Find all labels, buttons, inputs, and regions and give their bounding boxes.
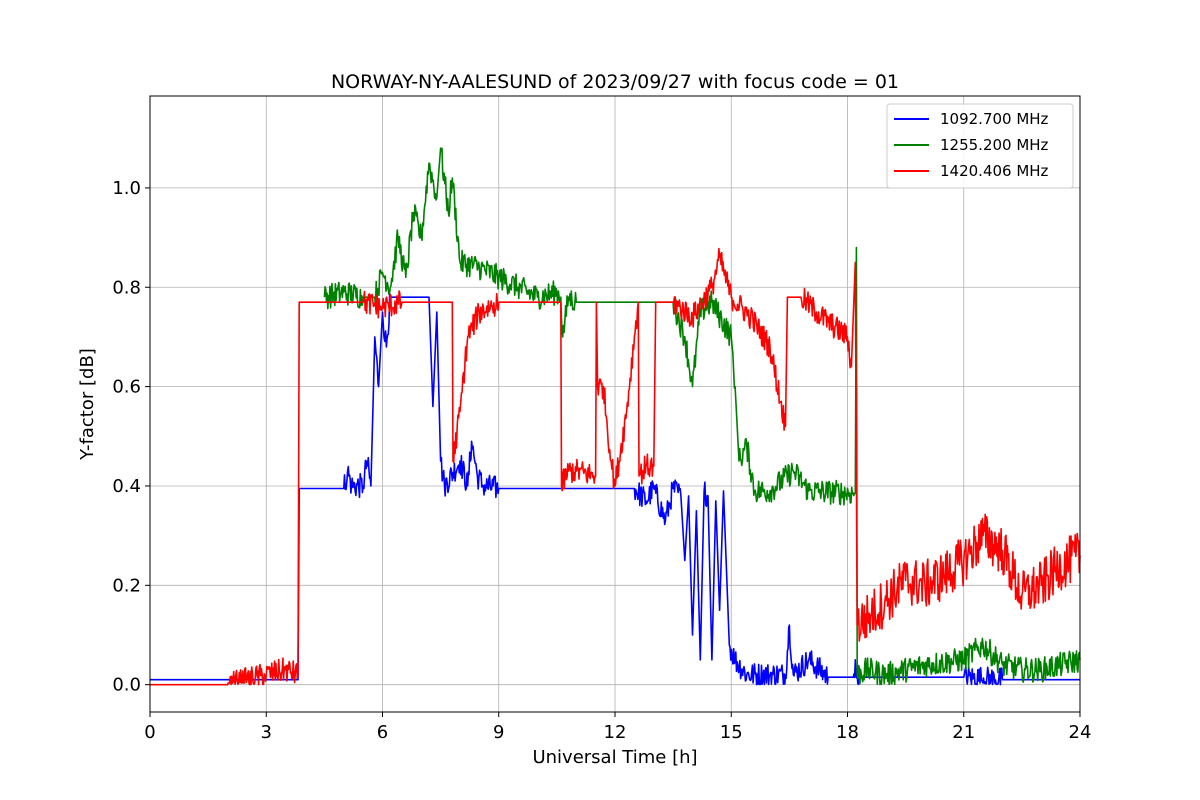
y-tick-label: 1.0 [112, 178, 141, 199]
y-tick-label: 0.8 [112, 277, 141, 298]
y-tick-label: 0.6 [112, 377, 141, 398]
x-tick-label: 0 [144, 722, 155, 743]
series-group [149, 147, 1081, 686]
y-axis-label: Y-factor [dB] [77, 348, 98, 461]
x-tick-label: 21 [952, 722, 975, 743]
legend-label: 1255.200 MHz [940, 136, 1049, 154]
x-axis-label: Universal Time [h] [532, 747, 697, 768]
x-tick-label: 9 [493, 722, 504, 743]
y-tick-label: 0.0 [112, 675, 141, 696]
series-line-3 [149, 247, 1081, 686]
y-tick-label: 0.2 [112, 575, 141, 596]
legend-label: 1420.406 MHz [940, 162, 1049, 180]
x-tick-label: 3 [261, 722, 272, 743]
x-tick-label: 24 [1069, 722, 1092, 743]
x-tick-label: 18 [836, 722, 859, 743]
axis-ticks: 0 3 6 9 12 15 18 21 24 0.0 0.2 0.4 0.6 0.8 1.0 [112, 178, 1091, 743]
chart-title: NORWAY-NY-AALESUND of 2023/09/27 with fo… [331, 71, 899, 93]
x-tick-label: 15 [720, 722, 743, 743]
series-line-2 [323, 147, 1081, 686]
legend-box [886, 103, 1074, 189]
x-tick-label: 12 [604, 722, 627, 743]
x-tick-label: 6 [377, 722, 388, 743]
legend: 1092.700 MHz 1255.200 MHz 1420.406 MHz [886, 103, 1074, 189]
legend-label: 1092.700 MHz [940, 110, 1049, 128]
y-tick-label: 0.4 [112, 476, 141, 497]
series-line-1 [149, 292, 1081, 686]
